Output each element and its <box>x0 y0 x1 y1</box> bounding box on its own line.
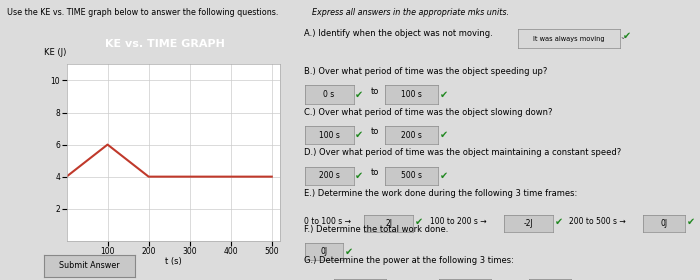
Text: 0J: 0J <box>660 219 667 228</box>
Text: 2J: 2J <box>385 219 392 228</box>
Text: 0 to 100 s →: 0 to 100 s → <box>304 217 351 226</box>
Text: ⌄: ⌄ <box>620 32 626 41</box>
Text: Express all answers in the appropriate mks units.: Express all answers in the appropriate m… <box>312 8 508 17</box>
Text: to: to <box>371 127 379 136</box>
Text: to: to <box>371 168 379 177</box>
Text: KE (J): KE (J) <box>44 48 66 57</box>
Text: B.) Over what period of time was the object speeding up?: B.) Over what period of time was the obj… <box>304 67 548 76</box>
Text: 100 s: 100 s <box>401 90 421 99</box>
Text: ✔: ✔ <box>555 217 564 227</box>
Text: 200 s: 200 s <box>318 171 340 180</box>
Text: KE vs. TIME GRAPH: KE vs. TIME GRAPH <box>105 39 225 49</box>
Text: ✔: ✔ <box>623 31 631 41</box>
Text: 100 s: 100 s <box>318 130 340 140</box>
Text: C.) Over what period of time was the object slowing down?: C.) Over what period of time was the obj… <box>304 108 553 117</box>
Text: ✔: ✔ <box>355 90 363 100</box>
Text: 0 s: 0 s <box>323 90 335 99</box>
Text: 500 s: 500 s <box>400 171 421 180</box>
Text: ✔: ✔ <box>440 90 448 100</box>
Text: ✔: ✔ <box>415 217 424 227</box>
Text: ✔: ✔ <box>345 246 354 256</box>
Text: to: to <box>371 87 379 96</box>
Text: 200 to 500 s →: 200 to 500 s → <box>569 217 626 226</box>
Text: D.) Over what period of time was the object maintaining a constant speed?: D.) Over what period of time was the obj… <box>304 148 622 157</box>
Text: ✔: ✔ <box>355 171 363 181</box>
Text: 200 s: 200 s <box>401 130 421 140</box>
Text: ✔: ✔ <box>440 130 448 140</box>
Text: E.) Determine the work done during the following 3 time frames:: E.) Determine the work done during the f… <box>304 189 578 198</box>
Text: ✔: ✔ <box>355 130 363 140</box>
Text: ✔: ✔ <box>440 171 448 181</box>
Text: Submit Answer: Submit Answer <box>60 262 120 270</box>
Text: Use the KE vs. TIME graph below to answer the following questions.: Use the KE vs. TIME graph below to answe… <box>7 8 281 17</box>
Text: G.) Determine the power at the following 3 times:: G.) Determine the power at the following… <box>304 256 514 265</box>
Text: F.) Determine the total work done.: F.) Determine the total work done. <box>304 225 449 234</box>
Text: 0J: 0J <box>320 247 328 256</box>
X-axis label: t (s): t (s) <box>165 257 181 267</box>
Text: It was always moving: It was always moving <box>533 36 605 41</box>
Text: A.) Identify when the object was not moving.: A.) Identify when the object was not mov… <box>304 29 494 38</box>
Text: ✔: ✔ <box>687 217 695 227</box>
Text: -2J: -2J <box>524 219 533 228</box>
Text: 100 to 200 s →: 100 to 200 s → <box>430 217 487 226</box>
